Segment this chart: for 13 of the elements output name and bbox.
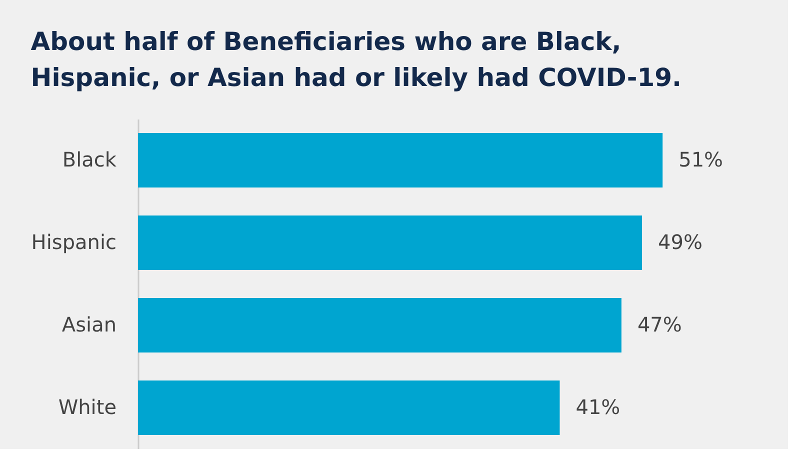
bar [138,133,663,188]
data-label: 51% [678,147,724,172]
bar [138,216,642,270]
y-tick-label: Hispanic [31,230,116,254]
data-label: 41% [576,394,620,419]
y-tick-label: White [58,394,116,419]
y-tick-label: Asian [62,312,116,336]
y-tick-label: Black [62,147,117,172]
bar [138,380,560,435]
data-label: 47% [637,312,682,336]
data-label: 49% [658,230,702,254]
bar [138,298,622,352]
chart-title: About half of Beneficiaries who are Black, Hispanic, or Asian had or likely had COVID-19. [30,27,682,92]
